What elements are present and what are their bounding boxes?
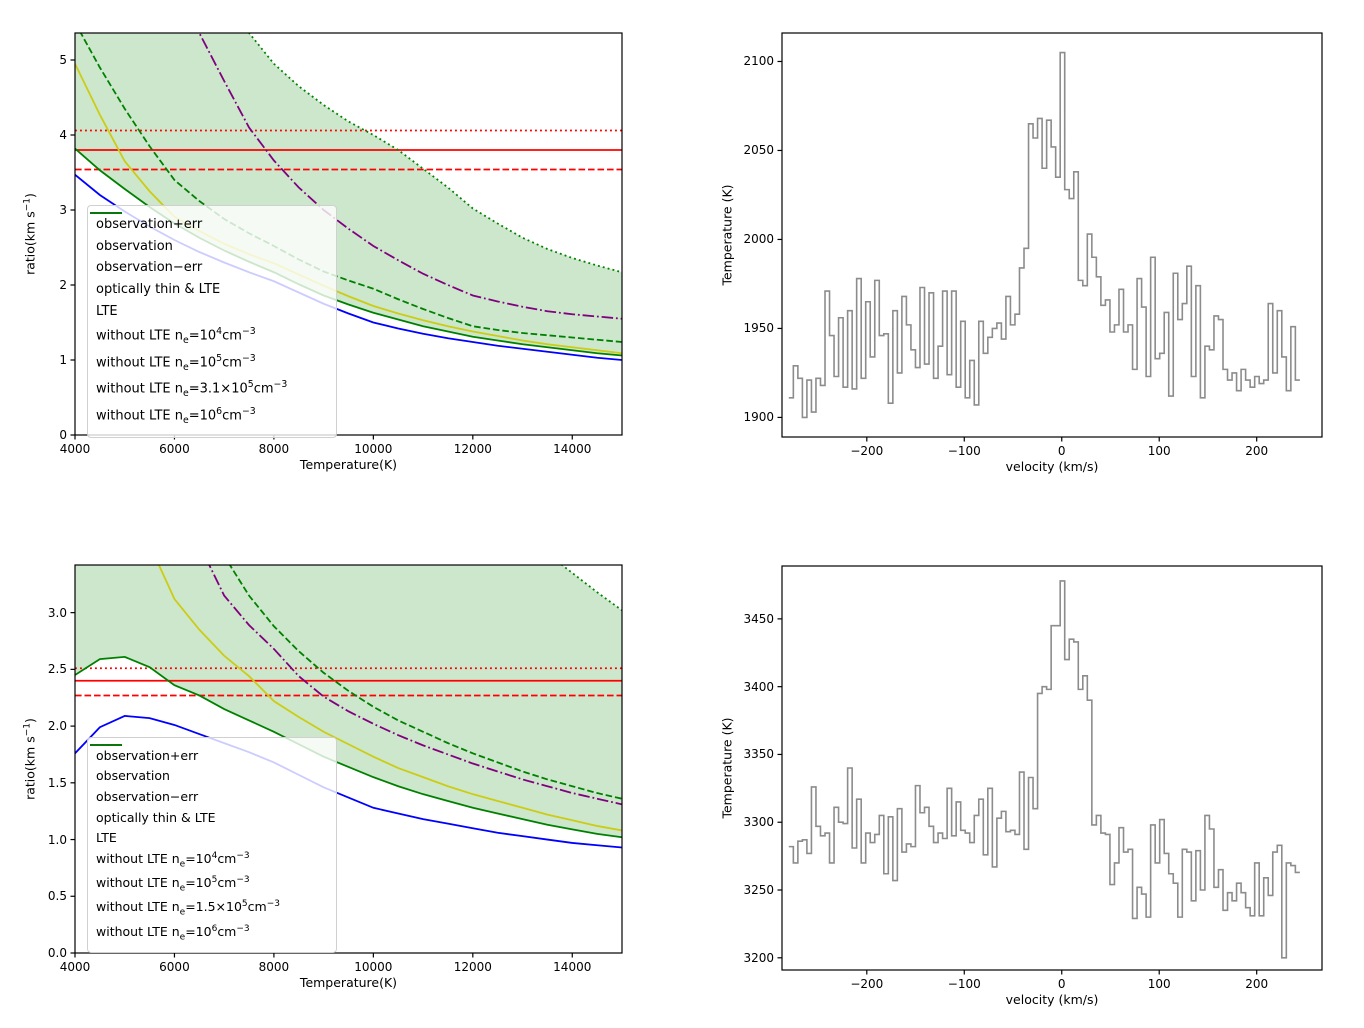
- spectrum-bottom-trace: [788, 580, 1300, 959]
- ratio-top-shaded-band: [75, 33, 622, 356]
- spectrum-top-trace: [788, 51, 1300, 419]
- ratio-top-ne3p1e5-curve: [198, 33, 622, 320]
- ratio-bottom-ne5-curve: [228, 565, 622, 800]
- ratio-bottom-shaded-band: [75, 565, 622, 838]
- ratio-bottom-ne1p5e5-curve: [208, 565, 622, 806]
- spectrum-top-spines: [781, 32, 1323, 438]
- ratio-bottom-thin_lte-curve: [157, 565, 622, 832]
- bottom-right-spectrum-plot: [777, 565, 1323, 975]
- ratio-bottom-ne6-curve: [75, 655, 622, 839]
- bottom-left-ratio-plot: [70, 564, 623, 958]
- spectrum-bottom-spines: [781, 565, 1323, 971]
- top-left-ratio-plot: [70, 32, 623, 440]
- ratio-bottom-lte-curve: [75, 714, 622, 849]
- ratio-top-spines: [74, 32, 623, 436]
- ratio-top-ne5-curve: [79, 33, 622, 343]
- top-right-spectrum-plot: [777, 32, 1323, 442]
- ratio-bottom-spines: [74, 564, 623, 954]
